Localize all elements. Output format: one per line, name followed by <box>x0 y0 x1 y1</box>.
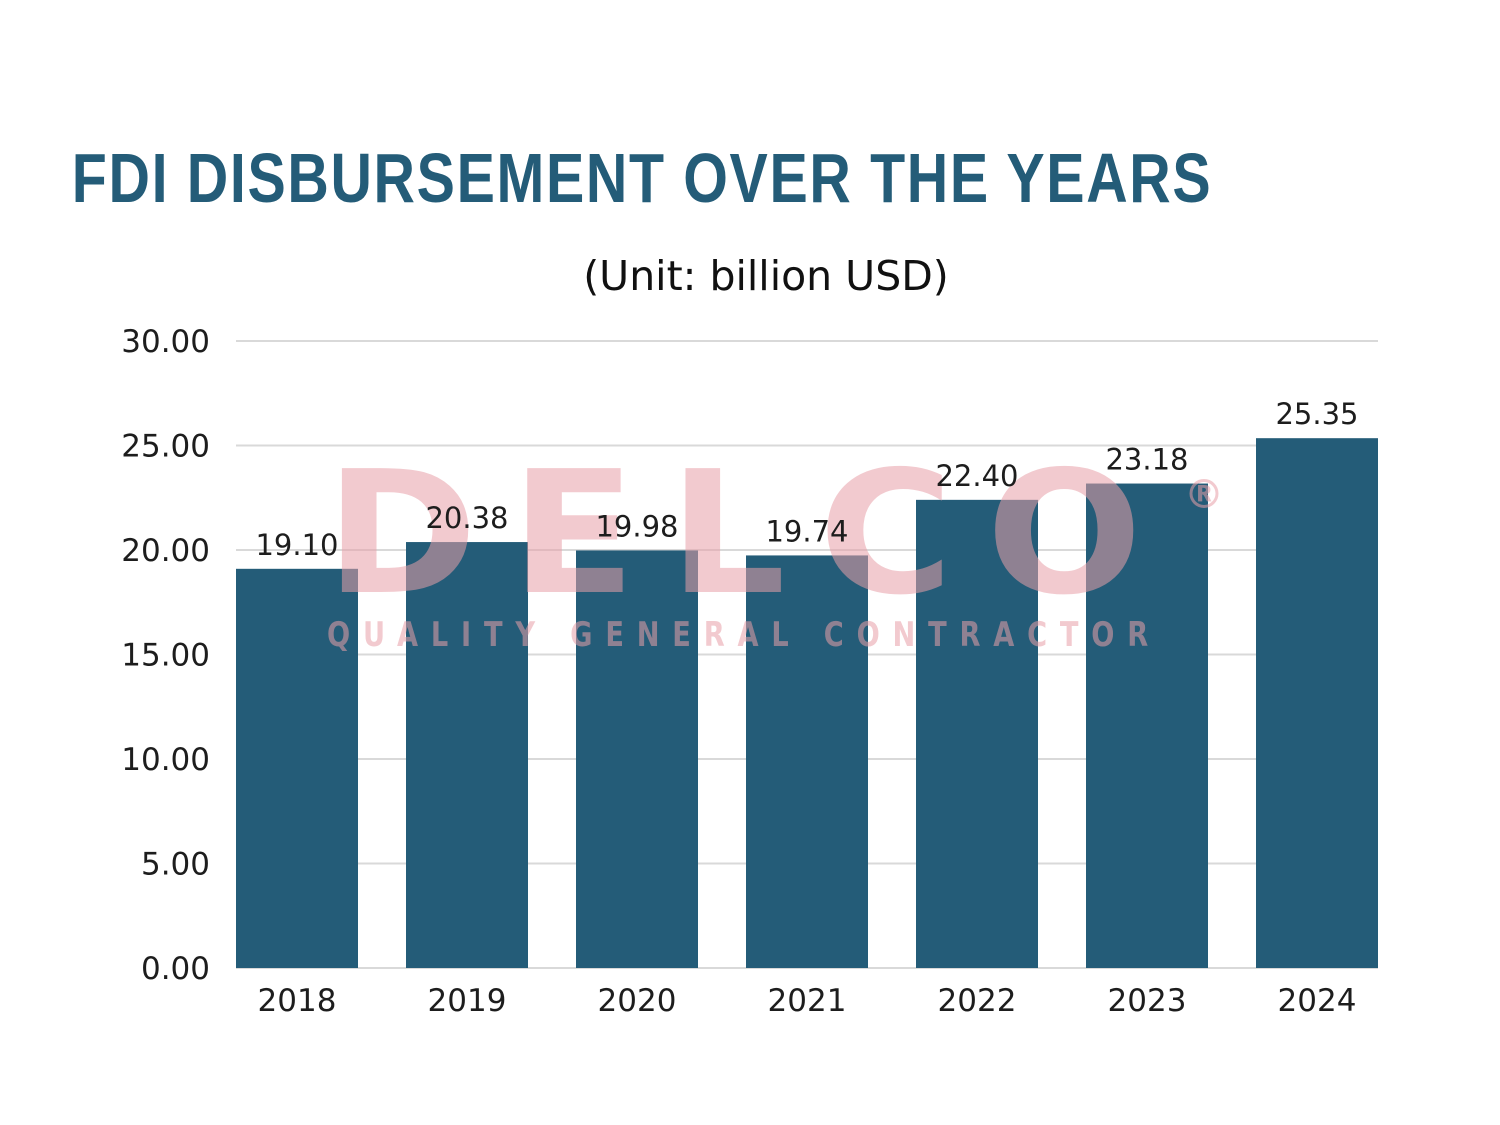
watermark-brand: DELCO <box>325 435 1175 633</box>
y-tick-label: 30.00 <box>121 324 210 360</box>
y-tick-label: 15.00 <box>121 638 210 674</box>
y-tick-label: 5.00 <box>141 847 210 883</box>
y-tick-label: 10.00 <box>121 742 210 778</box>
chart-title: FDI DISBURSEMENT OVER THE YEARS <box>71 139 1213 217</box>
bar <box>1086 483 1208 968</box>
x-tick-label: 2020 <box>598 983 677 1019</box>
data-label: 25.35 <box>1275 397 1358 431</box>
watermark-tagline: QUALITY GENERAL CONTRACTOR <box>327 615 1161 655</box>
x-tick-label: 2019 <box>428 983 507 1019</box>
x-tick-label: 2018 <box>258 983 337 1019</box>
data-label: 19.74 <box>765 514 848 548</box>
x-tick-label: 2023 <box>1108 983 1187 1019</box>
watermark-registered-mark: ® <box>1184 472 1224 518</box>
bars <box>236 438 1378 968</box>
y-tick-label: 20.00 <box>121 533 210 569</box>
data-label: 23.18 <box>1105 443 1188 477</box>
bar <box>746 555 868 968</box>
y-tick-label: 25.00 <box>121 429 210 465</box>
data-label: 20.38 <box>425 501 508 535</box>
bar <box>916 499 1038 968</box>
bar <box>236 568 358 968</box>
y-tick-label: 0.00 <box>141 951 210 987</box>
x-tick-label: 2024 <box>1278 983 1357 1019</box>
x-tick-label: 2022 <box>938 983 1017 1019</box>
data-label: 19.10 <box>255 528 338 562</box>
watermark: DELCO ® QUALITY GENERAL CONTRACTOR <box>325 435 1224 655</box>
data-label: 22.40 <box>935 459 1018 493</box>
chart-subtitle: (Unit: billion USD) <box>583 252 949 300</box>
x-tick-label: 2021 <box>768 983 847 1019</box>
bar <box>576 550 698 968</box>
bar <box>406 542 528 968</box>
labels: 0.00 5.00 10.00 15.00 20.00 25.00 30.00 19.10 20… <box>121 324 1358 1019</box>
data-label: 19.98 <box>595 509 678 543</box>
bar <box>1256 438 1378 968</box>
